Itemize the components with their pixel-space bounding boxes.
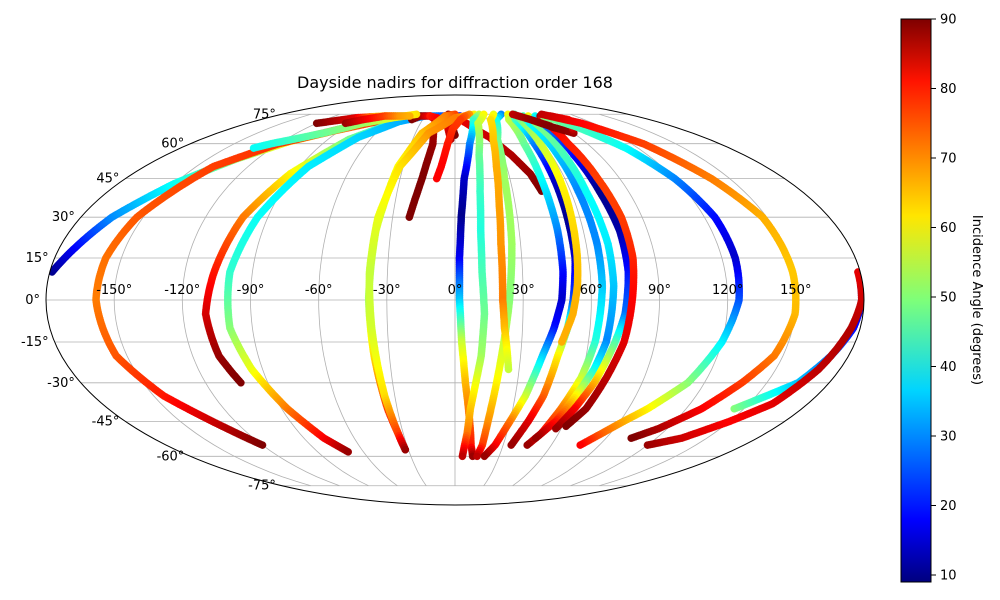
- scatter-point: [523, 441, 532, 449]
- lat-tick-label: -30°: [47, 376, 75, 391]
- scatter-point: [562, 422, 570, 431]
- scatter-point: [249, 144, 258, 152]
- chart-title: Dayside nadirs for diffraction order 168: [297, 73, 613, 92]
- colorbar-tick-label: 90: [940, 13, 957, 28]
- scatter-point: [558, 338, 566, 346]
- scatter-point: [576, 441, 585, 449]
- scatter-point: [432, 174, 441, 183]
- lon-tick-label: 120°: [712, 283, 743, 298]
- scatter-point: [401, 445, 410, 454]
- lat-tick-label: -75°: [248, 479, 276, 494]
- scatter-point: [473, 452, 481, 461]
- lon-tick-label: -90°: [237, 283, 265, 298]
- lat-tick-label: -60°: [157, 449, 185, 464]
- colorbar-tick-label: 50: [940, 291, 957, 306]
- lon-tick-label: 90°: [648, 283, 671, 298]
- colorbar-tick-label: 10: [940, 569, 957, 584]
- colorbar: [900, 18, 932, 583]
- colorbar-tick-label: 60: [940, 221, 957, 236]
- scatter-point: [258, 441, 267, 449]
- lon-tick-label: -30°: [373, 283, 401, 298]
- scatter-point: [458, 452, 467, 461]
- lon-tick-label: 60°: [580, 283, 603, 298]
- lon-tick-label: 0°: [448, 283, 463, 298]
- lat-tick-label: 30°: [52, 210, 75, 225]
- colorbar-ticks: 10 20 30 40 50 60 70 80 90: [931, 13, 957, 584]
- colorbar-tick-label: 20: [940, 499, 957, 514]
- colorbar-tick-label: 80: [940, 82, 957, 97]
- scatter-point: [504, 365, 513, 374]
- lon-tick-label: 30°: [512, 283, 535, 298]
- scatter-point: [627, 434, 636, 443]
- lat-tick-label: -15°: [21, 335, 49, 350]
- colorbar-label: Incidence Angle (degrees): [969, 215, 984, 385]
- lat-tick-label: 75°: [253, 107, 276, 122]
- scatter-point: [344, 448, 353, 456]
- scatter-point: [480, 452, 489, 461]
- colorbar-tick-label: 40: [940, 360, 957, 375]
- scatter-point: [406, 112, 414, 120]
- colorbar-tick-label: 70: [940, 152, 957, 167]
- lon-tick-label: -150°: [96, 283, 132, 298]
- lon-tick-label: -60°: [305, 283, 333, 298]
- longitude-tick-labels: -150° -120° -90° -60° -30° 0° 30° 60° 90° 120° 150…: [96, 283, 811, 298]
- lat-tick-label: -45°: [92, 414, 120, 429]
- lat-tick-label: 60°: [161, 137, 184, 152]
- lat-tick-label: 0°: [25, 293, 40, 308]
- lat-tick-label: 15°: [26, 251, 49, 266]
- lat-tick-label: 45°: [96, 172, 119, 187]
- scatter-tracks: [48, 110, 864, 461]
- scatter-point: [531, 434, 540, 443]
- lon-tick-label: -120°: [164, 283, 200, 298]
- scatter-point: [237, 378, 245, 387]
- lon-tick-label: 150°: [780, 283, 811, 298]
- colorbar-tick-label: 30: [940, 430, 957, 445]
- scatter-point: [552, 424, 560, 433]
- scatter-point: [507, 441, 516, 449]
- scatter-point: [405, 213, 414, 221]
